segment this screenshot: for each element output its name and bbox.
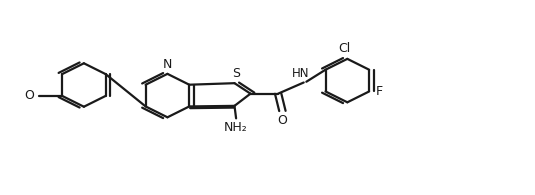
Text: F: F (376, 85, 383, 98)
Text: HN: HN (292, 67, 310, 80)
Text: O: O (25, 89, 34, 102)
Text: NH₂: NH₂ (224, 121, 248, 134)
Text: N: N (163, 58, 172, 71)
Text: Cl: Cl (339, 42, 351, 55)
Text: S: S (232, 67, 240, 80)
Text: O: O (278, 114, 287, 127)
